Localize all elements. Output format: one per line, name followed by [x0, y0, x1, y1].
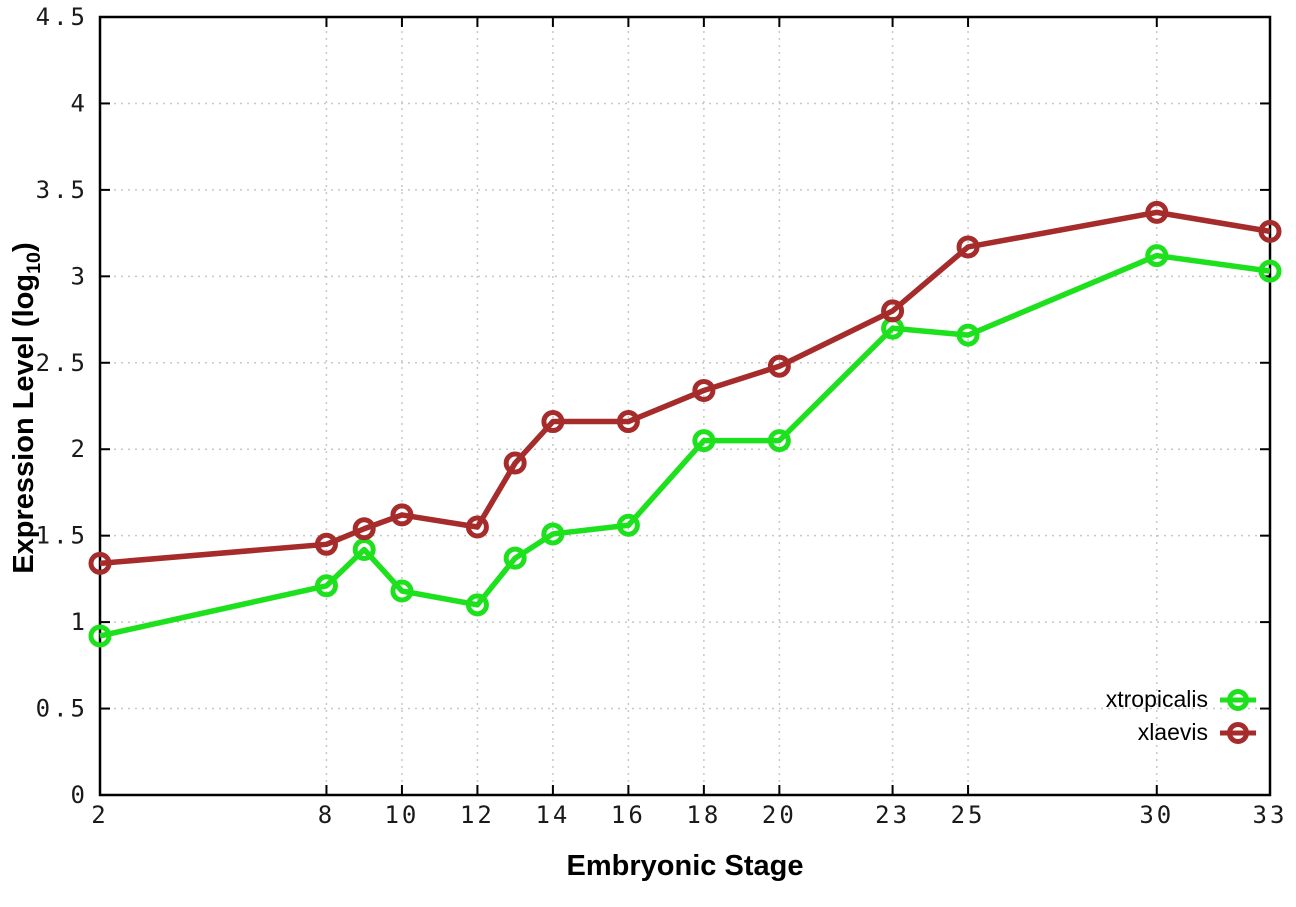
x-tick-label: 8 [318, 801, 335, 829]
data-point-xlaevis[interactable] [881, 299, 905, 323]
y-tick-label: 4.5 [36, 3, 88, 31]
y-tick-label: 0 [71, 781, 88, 809]
data-point-xtropicalis[interactable] [1145, 244, 1169, 268]
y-axis-title: Expression Level (log10) [8, 242, 46, 573]
x-tick-label: 2 [91, 801, 108, 829]
data-point-xlaevis[interactable] [503, 451, 527, 475]
data-point-xtropicalis[interactable] [352, 537, 376, 561]
x-tick-label: 16 [611, 801, 646, 829]
y-axis-title-text: Expression Level (log [8, 273, 41, 574]
data-point-xlaevis[interactable] [1258, 219, 1282, 243]
x-tick-label: 25 [951, 801, 986, 829]
data-point-xtropicalis[interactable] [465, 593, 489, 617]
data-point-xlaevis[interactable] [956, 235, 980, 259]
data-point-xlaevis[interactable] [88, 551, 112, 575]
data-point-xlaevis[interactable] [692, 378, 716, 402]
data-point-xtropicalis[interactable] [1258, 259, 1282, 283]
x-tick-label: 20 [762, 801, 797, 829]
legend-item-xtropicalis[interactable]: xtropicalis [1106, 683, 1258, 716]
data-point-xlaevis[interactable] [1145, 200, 1169, 224]
x-tick-label: 23 [875, 801, 910, 829]
data-point-xlaevis[interactable] [616, 410, 640, 434]
y-tick-label: 2 [71, 435, 88, 463]
x-tick-label: 33 [1253, 801, 1288, 829]
plot-frame [98, 15, 1272, 797]
data-point-xlaevis[interactable] [465, 515, 489, 539]
y-tick-label: 3 [71, 262, 88, 290]
line-point-marker-icon [1220, 721, 1256, 744]
y-tick-label: 1.5 [36, 522, 88, 550]
data-point-xtropicalis[interactable] [956, 323, 980, 347]
data-point-xlaevis[interactable] [390, 503, 414, 527]
data-point-xlaevis[interactable] [767, 354, 791, 378]
data-point-xtropicalis[interactable] [503, 546, 527, 570]
line-point-marker-icon [1220, 688, 1256, 711]
x-tick-label: 10 [384, 801, 419, 829]
legend-label-xlaevis: xlaevis [1137, 719, 1208, 745]
data-point-xtropicalis[interactable] [390, 579, 414, 603]
x-axis-title: Embryonic Stage [566, 850, 804, 882]
data-point-xlaevis[interactable] [541, 410, 565, 434]
y-tick-label: 3.5 [36, 176, 88, 204]
x-tick-label: 12 [460, 801, 495, 829]
series-line-xtropicalis [99, 252, 1271, 639]
y-axis-title-close: ) [8, 242, 41, 252]
series-line-xlaevis [99, 209, 1271, 567]
legend: xtropicalis xlaevis [1106, 683, 1258, 749]
y-axis-title-subscript: 10 [22, 251, 45, 274]
y-tick-label: 0.5 [36, 695, 88, 723]
y-tick-label: 2.5 [36, 349, 88, 377]
data-point-xtropicalis[interactable] [767, 429, 791, 453]
data-point-xtropicalis[interactable] [314, 574, 338, 598]
data-point-xtropicalis[interactable] [541, 522, 565, 546]
y-tick-label: 4 [71, 89, 88, 117]
data-point-xlaevis[interactable] [314, 532, 338, 556]
x-tick-label: 18 [686, 801, 721, 829]
data-point-xtropicalis[interactable] [616, 513, 640, 537]
x-tick-label: 30 [1139, 801, 1174, 829]
legend-label-xtropicalis: xtropicalis [1105, 686, 1208, 712]
x-tick-label: 14 [535, 801, 570, 829]
data-point-xlaevis[interactable] [352, 517, 376, 541]
data-point-xtropicalis[interactable] [88, 624, 112, 648]
data-point-xtropicalis[interactable] [692, 429, 716, 453]
legend-item-xlaevis[interactable]: xlaevis [1106, 716, 1258, 749]
y-tick-label: 1 [71, 608, 88, 636]
